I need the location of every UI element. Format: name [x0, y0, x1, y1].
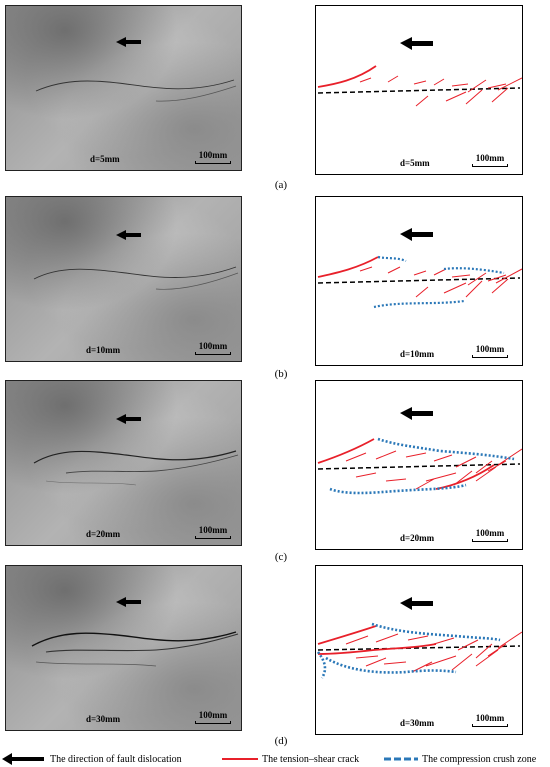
- legend-crack: The tension–shear crack: [222, 752, 382, 766]
- photo-panel-b: d=10mm 100mm: [5, 196, 242, 362]
- blue-dashed-line-icon: [384, 757, 418, 761]
- legend-crack-label: The tension–shear crack: [262, 754, 360, 765]
- photo-panel-a: d=5mm 100mm: [5, 5, 242, 171]
- displacement-label: d=10mm: [86, 345, 121, 355]
- legend-arrow: The direction of fault dislocation: [2, 752, 202, 766]
- caption-b: (b): [274, 368, 288, 380]
- caption-c: (c): [274, 551, 288, 563]
- displacement-label: d=20mm: [400, 533, 435, 543]
- red-line-icon: [222, 758, 258, 760]
- legend-zone: The compression crush zone: [384, 752, 548, 766]
- displacement-label: d=30mm: [400, 718, 435, 728]
- displacement-label: d=5mm: [400, 158, 430, 168]
- displacement-label: d=30mm: [86, 714, 121, 724]
- sketch-panel-b: d=10mm 100mm: [315, 196, 523, 366]
- caption-a: (a): [274, 179, 288, 191]
- displacement-label: d=10mm: [400, 349, 435, 359]
- photo-panel-d: d=30mm 100mm: [5, 565, 242, 731]
- sketch-panel-a: d=5mm 100mm: [315, 5, 523, 175]
- photo-panel-c: d=20mm 100mm: [5, 380, 242, 546]
- arrow-left-icon: [2, 753, 44, 765]
- legend-zone-label: The compression crush zone: [422, 754, 537, 765]
- sketch-panel-c: d=20mm 100mm: [315, 380, 523, 550]
- displacement-label: d=20mm: [86, 529, 121, 539]
- sketch-panel-d: d=30mm 100mm: [315, 565, 523, 735]
- legend-arrow-label: The direction of fault dislocation: [50, 754, 182, 765]
- displacement-label: d=5mm: [90, 154, 120, 164]
- caption-d: (d): [274, 735, 288, 747]
